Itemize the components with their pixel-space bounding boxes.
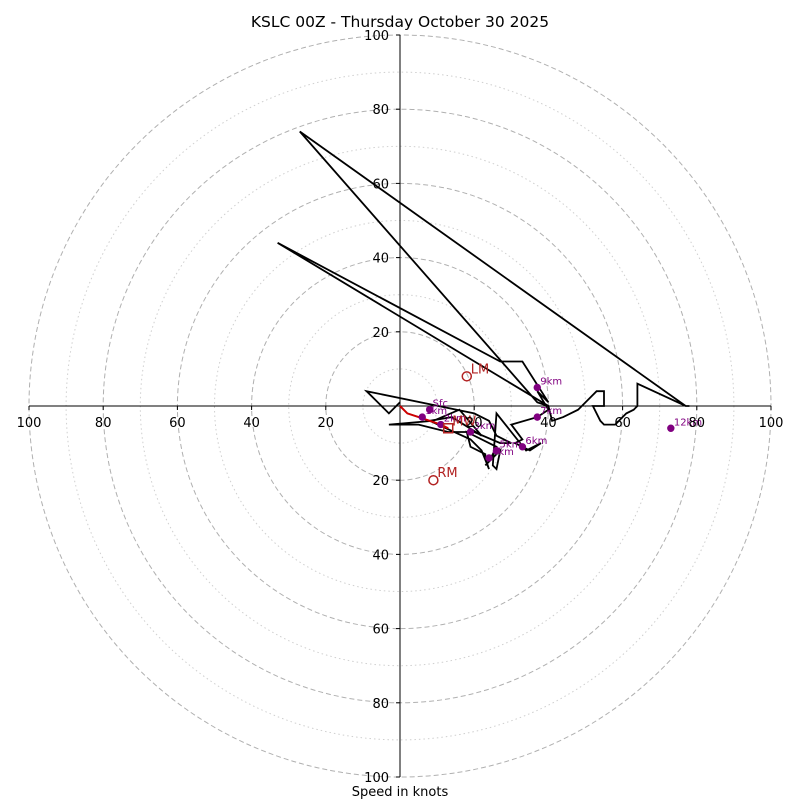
y-tick-label: 80 [372,103,389,118]
y-tick-label: 100 [364,29,389,44]
height-marker-label: Sfc [433,399,448,410]
y-tick-label: 20 [372,326,389,341]
height-marker-label: 7km [540,406,562,417]
height-marker-dot [418,413,426,421]
x-tick-label: 40 [243,416,260,431]
height-marker-dot [492,446,501,455]
height-marker-label: 3km [473,421,495,432]
height-marker-label: 12km [674,417,702,428]
y-tick-label: 40 [372,548,389,563]
y-tick-label: 40 [372,252,389,267]
y-tick-label: 80 [372,697,389,712]
motion-marker-label: MW [452,414,476,429]
tick-labels: 100 80 60 40 20 20 40 60 80 100 100 80 60 40 20 20 40 60 8… [17,29,784,786]
motion-marker-label: LM [471,362,489,377]
x-tick-label: 100 [759,416,784,431]
y-tick-label: 100 [364,771,389,786]
height-marker-dot [425,406,434,414]
height-marker-label: 1km [425,406,447,417]
x-tick-label: 20 [466,416,483,431]
height-marker-label: 6km [525,436,547,447]
x-tick-label: 60 [614,416,631,431]
x-tick-label: 20 [318,416,335,431]
y-tick-label: 60 [372,623,389,638]
height-marker-label: 9km [540,376,562,387]
x-tick-label: 80 [689,416,706,431]
x-tick-label: 40 [540,416,557,431]
y-tick-label: 60 [372,177,389,192]
storm-motion-marker [461,371,473,382]
height-marker-dot [533,383,541,392]
height-marker-dot [533,413,541,421]
height-marker-dot [518,443,527,451]
x-tick-label: 60 [169,416,186,431]
height-marker-dot [485,454,493,462]
x-tick-label: 100 [17,416,42,431]
motion-marker-label: RM [437,466,457,481]
chart-title: KSLC 00Z - Thursday October 30 2025 [251,13,549,31]
x-tick-label: 80 [95,416,112,431]
storm-motion-marker [428,474,439,486]
height-marker-label: 5km [499,440,521,451]
height-marker-dot [466,428,475,436]
y-tick-label: 20 [372,474,389,489]
wind-trace-line [277,130,690,471]
height-marker-dot [667,424,675,432]
height-marker-label: 4km [492,447,514,458]
height-marker-label: 2km [444,414,466,425]
x-axis-label: Speed in knots [352,785,449,800]
mean-wind-marker [442,423,454,434]
